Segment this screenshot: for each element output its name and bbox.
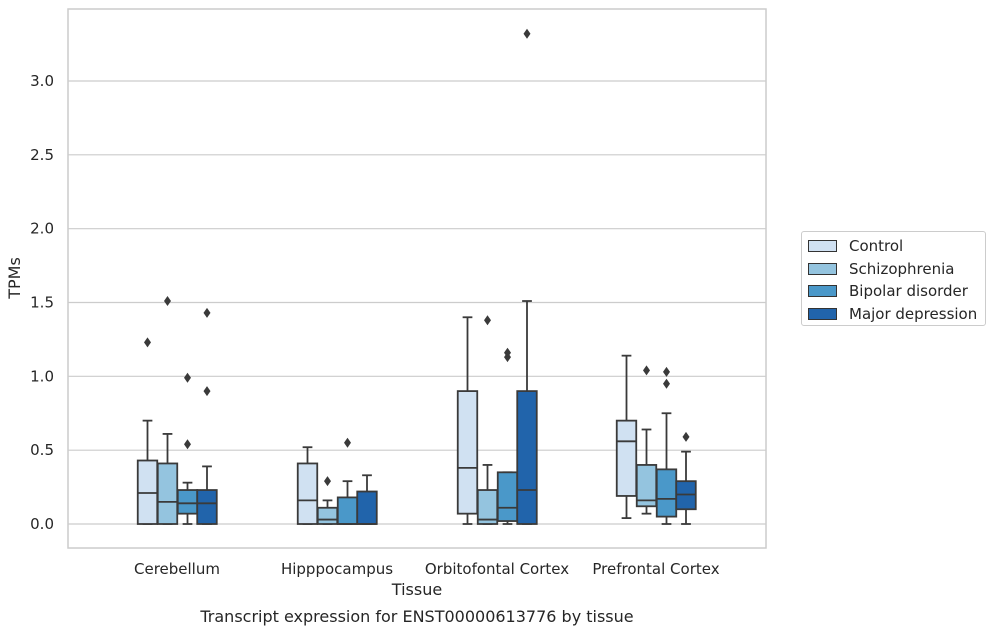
legend-item: Major depression bbox=[808, 303, 979, 326]
x-tick-label: Prefrontal Cortex bbox=[592, 560, 719, 578]
legend-swatch bbox=[808, 307, 837, 320]
outlier-point bbox=[164, 296, 171, 307]
box-major-depression bbox=[196, 307, 218, 525]
grid-lines bbox=[68, 80, 766, 525]
outlier-point bbox=[484, 315, 491, 326]
outlier-point bbox=[643, 365, 650, 376]
box-body bbox=[655, 468, 678, 518]
box-control bbox=[615, 354, 638, 519]
box-body bbox=[196, 489, 218, 525]
box-bipolar-disorder bbox=[336, 437, 359, 525]
box-schizophrenia bbox=[635, 365, 658, 515]
legend-label: Major depression bbox=[849, 304, 978, 323]
outlier-point bbox=[144, 337, 151, 348]
y-axis-label: TPMs bbox=[5, 257, 24, 300]
outlier-point bbox=[203, 386, 211, 397]
legend-label: Schizophrenia bbox=[849, 259, 955, 278]
x-tick-label: Orbitofontal Cortex bbox=[425, 560, 569, 578]
y-tick-label: 1.5 bbox=[30, 294, 54, 312]
box-major-depression bbox=[356, 474, 378, 525]
outlier-point bbox=[203, 307, 211, 318]
box-schizophrenia bbox=[316, 476, 339, 525]
box-control bbox=[136, 337, 159, 525]
legend-item: Control bbox=[808, 235, 979, 258]
box-body bbox=[316, 506, 339, 525]
box-schizophrenia bbox=[156, 296, 179, 525]
legend-label: Control bbox=[849, 237, 904, 256]
legend-swatch bbox=[808, 240, 837, 253]
box-body bbox=[456, 390, 479, 515]
outlier-point bbox=[663, 366, 670, 377]
y-tick-label: 3.0 bbox=[30, 72, 54, 90]
box-body bbox=[496, 471, 519, 522]
box-bipolar-disorder bbox=[176, 372, 199, 525]
legend-item: Bipolar disorder bbox=[808, 280, 979, 303]
y-tick-label: 0.5 bbox=[30, 441, 54, 459]
y-tick-label: 2.0 bbox=[30, 220, 54, 238]
legend-item: Schizophrenia bbox=[808, 258, 979, 281]
y-tick-label: 0.0 bbox=[30, 515, 54, 533]
legend: Control Schizophrenia Bipolar disorder Majo… bbox=[801, 231, 986, 326]
outlier-point bbox=[663, 378, 670, 389]
legend-label: Bipolar disorder bbox=[849, 282, 968, 301]
outlier-point bbox=[324, 476, 331, 487]
box-body bbox=[176, 489, 199, 515]
box-body bbox=[336, 496, 359, 525]
y-tick-label: 1.0 bbox=[30, 367, 54, 385]
box-body bbox=[356, 490, 378, 525]
box-body bbox=[615, 419, 638, 497]
box-bipolar-disorder bbox=[496, 347, 519, 525]
legend-swatch bbox=[808, 285, 837, 298]
y-tick-label: 2.5 bbox=[30, 146, 54, 164]
box-control bbox=[456, 316, 479, 525]
outlier-point bbox=[344, 437, 351, 448]
outlier-point bbox=[184, 439, 191, 450]
box-body bbox=[156, 462, 179, 525]
box-major-depression bbox=[675, 431, 697, 525]
x-tick-label: Hipppocampus bbox=[281, 560, 393, 578]
x-tick-labels: Cerebellum Hipppocampus Orbitofontal Corte… bbox=[134, 560, 720, 578]
y-tick-labels: 0.0 0.5 1.0 1.5 2.0 2.5 3.0 bbox=[30, 72, 54, 533]
x-tick-label: Cerebellum bbox=[134, 560, 220, 578]
box-body bbox=[516, 390, 538, 525]
box-body bbox=[296, 462, 319, 525]
outlier-point bbox=[682, 431, 690, 442]
x-axis-label: Tissue bbox=[391, 580, 442, 599]
outlier-point bbox=[184, 372, 191, 383]
outlier-point bbox=[523, 28, 531, 39]
plot-frame bbox=[67, 8, 767, 549]
chart-caption: Transcript expression for ENST0000061377… bbox=[199, 607, 633, 626]
box-bipolar-disorder bbox=[655, 366, 678, 525]
box-control bbox=[296, 446, 319, 525]
boxes bbox=[136, 28, 697, 525]
box-major-depression bbox=[516, 28, 538, 525]
box-schizophrenia bbox=[476, 315, 499, 525]
outlier-point bbox=[504, 347, 511, 358]
legend-swatch bbox=[808, 262, 837, 275]
